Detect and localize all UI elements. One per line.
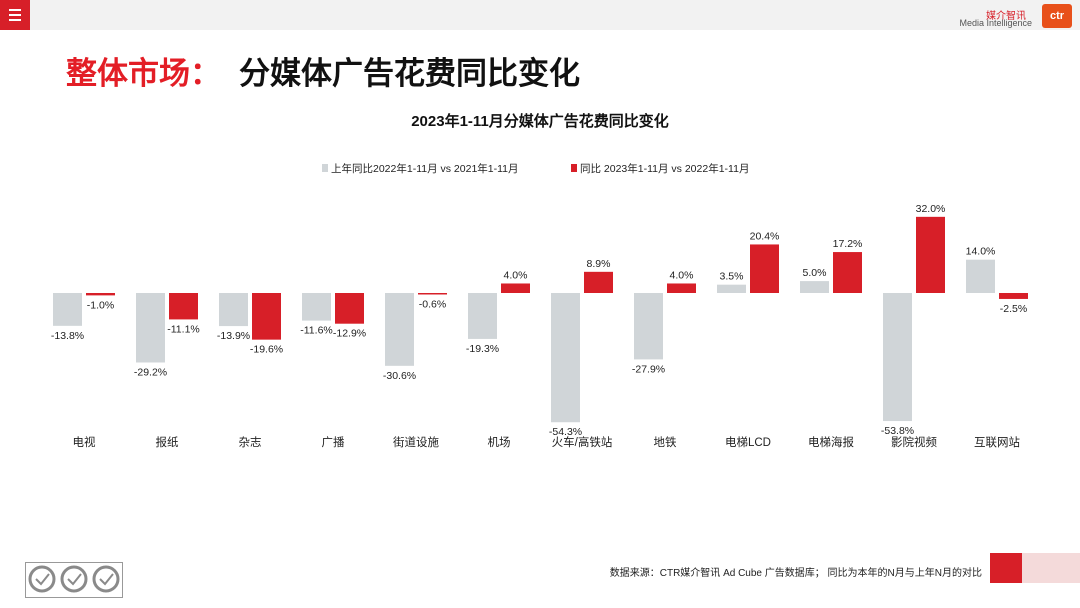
bar-series2-2	[169, 293, 198, 320]
sgs-certification-icon	[25, 562, 123, 598]
page-title: 整体市场： 分媒体广告花费同比变化	[66, 48, 580, 93]
category-label-4: 广播	[322, 435, 345, 449]
logo-english-text: Media Intelligence	[959, 18, 1032, 28]
bar-series1-3	[219, 293, 248, 327]
bar-series2-6	[501, 283, 530, 293]
data-label-series1-11: -53.8%	[881, 425, 914, 437]
logo-chinese-text: 媒介智讯	[986, 11, 1026, 22]
category-label-6: 机场	[488, 435, 511, 449]
bar-series1-6	[468, 293, 497, 339]
data-label-series1-5: -30.6%	[383, 370, 416, 382]
category-label-2: 报纸	[156, 435, 179, 449]
data-label-series1-8: -27.9%	[632, 363, 665, 375]
page-title-prefix: 整体市场：	[66, 56, 221, 91]
category-label-11: 影院视频	[891, 435, 937, 449]
category-label-10: 电梯海报	[808, 435, 854, 449]
category-label-8: 地铁	[654, 436, 677, 449]
bar-series1-8	[634, 293, 663, 360]
category-label-12: 互联网站	[974, 435, 1020, 449]
bar-series1-1	[53, 293, 82, 326]
menu-button[interactable]	[0, 0, 30, 30]
data-label-series1-1: -13.8%	[51, 330, 84, 342]
data-label-series2-1: -1.0%	[87, 299, 114, 311]
data-label-series1-7: -54.3%	[549, 426, 582, 438]
top-bar: 媒介智讯 Media Intelligence ctr	[0, 0, 1080, 30]
footer-accent-block	[990, 553, 1022, 583]
data-label-series1-6: -19.3%	[466, 343, 499, 355]
footer-accent-strip	[1022, 553, 1080, 583]
bar-series2-7	[584, 271, 613, 293]
bar-series2-3	[252, 293, 281, 340]
category-label-3: 杂志	[239, 436, 262, 449]
bar-series1-11	[883, 293, 912, 422]
bar-series2-12	[999, 293, 1028, 299]
data-label-series2-10: 17.2%	[833, 238, 863, 250]
bar-series2-8	[667, 283, 696, 293]
data-label-series2-6: 4.0%	[504, 269, 528, 281]
bar-series2-9	[750, 244, 779, 293]
chart-title: 2023年1-11月分媒体广告花费同比变化	[411, 112, 669, 130]
data-source-note: 数据来源：CTR媒介智讯 Ad Cube 广告数据库； 同比为本年的N月与上年N…	[609, 568, 982, 579]
bar-series1-9	[717, 284, 746, 293]
legend-marker-1	[322, 164, 328, 172]
data-label-series2-3: -19.6%	[250, 344, 283, 356]
data-label-series1-2: -29.2%	[134, 366, 167, 378]
bar-series2-11	[916, 216, 945, 293]
bar-series1-12	[966, 259, 995, 293]
data-label-series1-10: 5.0%	[803, 267, 827, 279]
data-label-series2-9: 20.4%	[750, 230, 780, 242]
ctr-logo-icon: ctr	[1042, 4, 1072, 28]
bar-series1-2	[136, 293, 165, 363]
bar-series1-7	[551, 293, 580, 423]
data-label-series1-9: 3.5%	[720, 271, 744, 283]
legend-label-1: 上年同比2022年1-11月 vs 2021年1-11月	[331, 162, 519, 175]
hamburger-menu-icon	[9, 9, 21, 11]
data-label-series2-7: 8.9%	[587, 258, 611, 270]
category-label-9: 电梯LCD	[725, 436, 771, 449]
hamburger-menu-icon-line	[9, 19, 21, 21]
data-label-series2-12: -2.5%	[1000, 303, 1027, 315]
data-label-series1-3: -13.9%	[217, 330, 250, 342]
data-label-series2-5: -0.6%	[419, 299, 446, 311]
bar-series2-10	[833, 252, 862, 293]
hamburger-menu-icon-line	[9, 14, 21, 16]
bar-series2-1	[86, 293, 115, 296]
data-label-series2-2: -11.1%	[167, 323, 200, 335]
category-label-1: 电视	[73, 435, 96, 449]
data-label-series2-11: 32.0%	[916, 203, 946, 215]
bar-series1-10	[800, 281, 829, 293]
bar-series1-4	[302, 293, 331, 321]
bar-series1-5	[385, 293, 414, 366]
legend-marker-2	[571, 164, 577, 172]
category-label-5: 街道设施	[393, 435, 439, 449]
category-label-7: 火车/高铁站	[552, 435, 613, 449]
page-title-main: 分媒体广告花费同比变化	[239, 56, 580, 91]
bar-series2-4	[335, 293, 364, 324]
data-label-series2-4: -12.9%	[333, 328, 366, 340]
bar-series2-5	[418, 293, 447, 295]
data-label-series1-12: 14.0%	[966, 246, 996, 258]
data-label-series2-8: 4.0%	[670, 269, 694, 281]
legend-label-2: 同比 2023年1-11月 vs 2022年1-11月	[580, 162, 749, 175]
data-label-series1-4: -11.6%	[300, 325, 333, 337]
